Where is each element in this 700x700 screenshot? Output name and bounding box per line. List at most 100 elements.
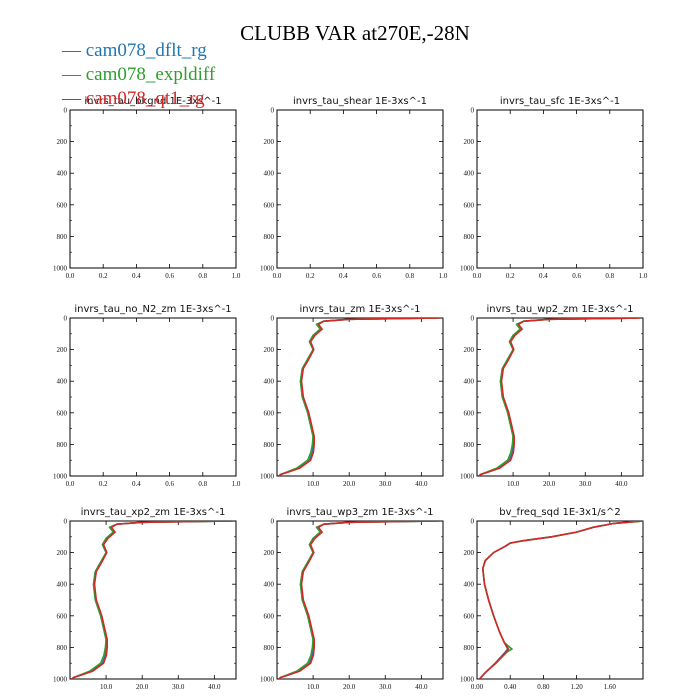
panel-title: invrs_tau_no_N2_zm 1E-3xs^-1 [74,304,231,315]
y-tick-label: 400 [464,170,475,178]
x-tick-label: 1.60 [604,683,617,691]
y-tick-label: 800 [264,233,275,241]
legend: — cam078_dflt_rg — cam078_expldiff [61,40,216,85]
x-tick-label: 1.0 [639,272,648,280]
y-tick-label: 200 [57,346,68,354]
x-tick-label: 40.0 [208,683,221,691]
panel-title: bv_freq_sqd 1E-3x1/s^2 [499,507,621,518]
legend-item-qt1: — cam078_qt1_rg [61,88,205,109]
y-tick-label: 800 [464,441,475,449]
x-tick-label: 1.20 [570,683,583,691]
y-tick-label: 600 [57,201,68,209]
x-tick-label: 0.2 [306,272,315,280]
x-tick-label: 0.0 [66,272,75,280]
series-line-2 [278,318,440,476]
series-line-1 [478,318,640,476]
x-tick-label: 0.40 [504,683,517,691]
y-tick-label: 400 [264,581,275,589]
y-tick-label: 200 [264,346,275,354]
panel-invrs-tau-zm: invrs_tau_zm 1E-3xs^-1 0 200 400 600 800 1000 1… [260,304,444,488]
panel-bv-freq-sqd: bv_freq_sqd 1E-3x1/s^2020040060080010000… [460,507,644,691]
x-tick-label: 0.4 [132,272,141,280]
y-tick-label: 400 [264,378,275,386]
y-tick-label: 200 [57,138,68,146]
x-tick-label: 0.8 [198,272,207,280]
y-tick-label: 400 [57,170,68,178]
x-tick-label: 10.0 [307,480,320,488]
x-tick-label: 0.6 [165,480,174,488]
x-tick-label: 0.4 [339,272,348,280]
x-tick-label: 10.0 [100,683,113,691]
y-tick-label: 1000 [460,676,475,684]
y-tick-label: 600 [264,612,275,620]
series-line-2 [478,318,640,476]
x-tick-label: 0.6 [372,272,381,280]
plot-frame [476,109,644,269]
y-tick-label: 1000 [53,676,68,684]
panel-invrs-tau-sfc: invrs_tau_sfc 1E-3xs^-1 0 200 400 600 800 1000… [460,96,648,280]
x-tick-label: 30.0 [579,480,592,488]
y-tick-label: 1000 [460,473,475,481]
panel-invrs-tau-xp2-zm: invrs_tau_xp2_zm 1E-3xs^-1 0 200 400 600 800 1… [53,507,237,691]
x-tick-label: 0.8 [405,272,414,280]
y-tick-label: 200 [464,346,475,354]
y-tick-label: 1000 [53,265,68,273]
panel-invrs-tau-wp3-zm: invrs_tau_wp3_zm 1E-3xs^-1 0 200 400 600 800 1… [260,507,444,691]
panel-invrs-tau-bkgnd: invrs_tau_bkgnd 1E-3xs^-1 0 200 400 600 800 10… [53,96,241,280]
x-tick-label: 20.0 [343,480,356,488]
series-line-2 [278,521,440,679]
y-tick-label: 600 [464,409,475,417]
x-tick-label: 30.0 [379,683,392,691]
y-tick-label: 1000 [260,676,275,684]
series-line-2 [478,521,643,679]
x-tick-label: 0.00 [471,683,484,691]
x-tick-label: 1.0 [232,480,241,488]
x-tick-label: 0.8 [198,480,207,488]
y-tick-label: 0 [271,518,275,526]
y-tick-label: 600 [57,612,68,620]
x-tick-label: 30.0 [379,480,392,488]
legend-item-expldiff: — cam078_expldiff [61,64,216,85]
x-tick-label: 0.4 [539,272,548,280]
plot-frame [69,317,237,477]
x-tick-label: 1.0 [439,272,448,280]
y-tick-label: 800 [264,441,275,449]
y-tick-label: 1000 [260,265,275,273]
x-tick-label: 0.0 [273,272,282,280]
y-tick-label: 1000 [260,473,275,481]
legend-item-dflt: — cam078_dflt_rg [61,40,207,61]
x-tick-label: 20.0 [136,683,149,691]
y-tick-label: 200 [264,138,275,146]
x-tick-label: 20.0 [543,480,556,488]
x-tick-label: 30.0 [172,683,185,691]
x-tick-label: 0.6 [165,272,174,280]
panel-title: invrs_tau_bkgnd 1E-3xs^-1 [84,96,221,107]
y-tick-label: 400 [57,378,68,386]
x-tick-label: 0.6 [572,272,581,280]
panel-grid: invrs_tau_bkgnd 1E-3xs^-1 0 200 400 600 800 10… [53,96,648,691]
panel-invrs-tau-shear: invrs_tau_shear 1E-3xs^-1 0 200 400 600 800 10… [260,96,448,280]
panel-invrs-tau-no-N2-zm: invrs_tau_no_N2_zm 1E-3xs^-1 0 200 400 600 80… [53,304,241,488]
legend-label-dflt: cam078_dflt_rg [86,40,208,61]
x-tick-label: 0.2 [99,272,108,280]
panel-title: invrs_tau_xp2_zm 1E-3xs^-1 [81,507,226,518]
y-tick-label: 200 [57,549,68,557]
x-tick-label: 20.0 [343,683,356,691]
plot-frame [69,109,237,269]
x-tick-label: 1.0 [232,272,241,280]
y-tick-label: 0 [271,315,275,323]
x-tick-label: 0.2 [506,272,515,280]
y-tick-label: 800 [464,233,475,241]
series-line-1 [71,521,233,679]
y-tick-label: 1000 [53,473,68,481]
plot-frame [276,109,444,269]
panel-title: invrs_tau_shear 1E-3xs^-1 [293,96,427,107]
y-tick-label: 600 [464,201,475,209]
series-line-1 [278,318,440,476]
y-tick-label: 0 [64,315,68,323]
y-tick-label: 200 [464,549,475,557]
legend-label-qt1: cam078_qt1_rg [86,88,205,109]
y-tick-label: 200 [464,138,475,146]
figure-title: CLUBB VAR at270E,-28N [240,21,470,45]
